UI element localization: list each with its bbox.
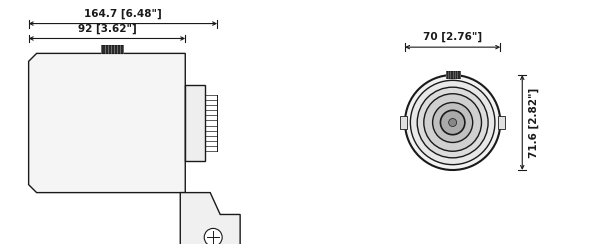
Text: 164.7 [6.48"]: 164.7 [6.48"]	[84, 8, 162, 19]
Circle shape	[433, 102, 473, 143]
Text: 71.6 [2.82"]: 71.6 [2.82"]	[528, 87, 539, 158]
Bar	[101, 45, 124, 53]
PathPatch shape	[29, 53, 185, 193]
Bar	[185, 85, 205, 161]
Circle shape	[410, 80, 495, 165]
Bar	[446, 71, 460, 78]
Circle shape	[424, 94, 481, 151]
Circle shape	[417, 87, 488, 158]
Bar	[400, 116, 407, 129]
Bar	[498, 116, 505, 129]
Text: 92 [3.62"]: 92 [3.62"]	[77, 23, 136, 34]
Circle shape	[204, 228, 222, 245]
Text: 70 [2.76"]: 70 [2.76"]	[423, 32, 482, 42]
PathPatch shape	[180, 193, 240, 245]
Circle shape	[440, 110, 465, 135]
Circle shape	[449, 119, 457, 126]
Circle shape	[405, 75, 500, 170]
